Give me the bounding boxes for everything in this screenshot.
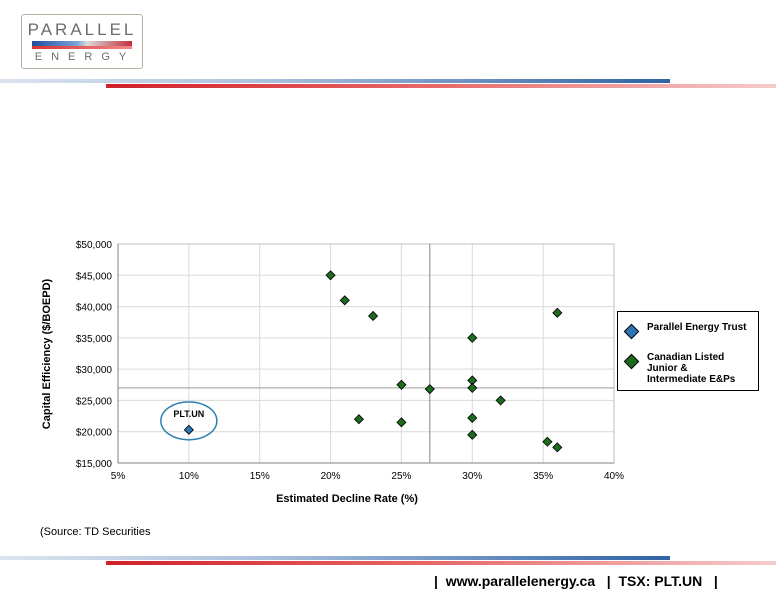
- x-tick-label: 20%: [321, 471, 341, 482]
- point-peer: [552, 442, 563, 453]
- y-tick-label: $35,000: [76, 334, 113, 345]
- legend-item-plt: Parallel Energy Trust: [623, 322, 747, 340]
- footer-bar: | www.parallelenergy.ca | TSX: PLT.UN |: [434, 573, 718, 589]
- logo-wordmark-top: PARALLEL: [27, 20, 137, 39]
- chart-tick-labels: 5% 10% 15% 20% 25% 30% 35% 40% $15,000 $20,000 $25…: [76, 240, 624, 482]
- point-peer: [542, 436, 553, 447]
- y-tick-label: $30,000: [76, 365, 113, 376]
- annotation-label: PLT.UN: [173, 409, 204, 419]
- chart-legend: Parallel Energy Trust Canadian Listed Ju…: [617, 311, 759, 391]
- header-band-blue: [0, 79, 670, 83]
- point-peer: [424, 384, 435, 395]
- logo-wordmark-bottom: ENERGY: [34, 51, 136, 63]
- x-tick-label: 25%: [391, 471, 411, 482]
- x-tick-label: 5%: [111, 471, 126, 482]
- point-peer: [495, 395, 506, 406]
- footer-band-red: [106, 561, 776, 565]
- point-peer: [368, 310, 379, 322]
- x-axis-label: Estimated Decline Rate (%): [276, 493, 418, 505]
- point-plt: [183, 424, 194, 435]
- callout-ellipse: [160, 401, 218, 441]
- parallel-energy-logo: PARALLEL ENERGY: [21, 14, 143, 69]
- source-note: (Source: TD Securities: [40, 526, 151, 538]
- point-peer: [552, 307, 563, 318]
- point-peer: [467, 332, 478, 343]
- legend-label-peers: Canadian Listed Junior & Intermediate E&…: [647, 352, 736, 385]
- point-peer: [339, 295, 350, 306]
- chart-axes: [117, 243, 615, 464]
- legend-label-plt: Parallel Energy Trust: [647, 322, 747, 333]
- x-tick-label: 15%: [250, 471, 270, 482]
- header-band-red: [106, 84, 776, 88]
- point-peer: [467, 382, 478, 393]
- y-tick-label: $50,000: [76, 240, 113, 251]
- chart-reference-lines: [118, 244, 614, 463]
- legend-marker-plt: [623, 323, 640, 340]
- x-tick-label: 35%: [533, 471, 553, 482]
- x-tick-label: 10%: [179, 471, 199, 482]
- footer-band-blue: [0, 556, 670, 560]
- point-peer: [325, 270, 336, 281]
- point-peer: [396, 417, 407, 428]
- logo-stripe: [32, 41, 132, 46]
- ticker-symbol: TSX: PLT.UN: [618, 573, 703, 589]
- point-peer: [467, 412, 478, 424]
- y-tick-label: $25,000: [76, 396, 113, 407]
- website-link[interactable]: www.parallelenergy.ca: [445, 573, 596, 589]
- y-tick-label: $20,000: [76, 428, 113, 439]
- point-peer: [396, 379, 407, 390]
- x-tick-label: 40%: [604, 471, 624, 482]
- legend-marker-peers: [623, 353, 640, 370]
- y-tick-label: $45,000: [76, 271, 113, 282]
- point-peer: [467, 429, 478, 440]
- chart-annotation: PLT.UN: [160, 401, 218, 441]
- chart-points: [183, 270, 563, 453]
- y-axis-label: Capital Efficiency ($/BOEPD): [41, 278, 53, 429]
- y-tick-label: $40,000: [76, 303, 113, 314]
- legend-item-peers: Canadian Listed Junior & Intermediate E&…: [623, 352, 747, 385]
- x-tick-label: 30%: [462, 471, 482, 482]
- logo-stripe-red: [32, 46, 132, 49]
- point-peer: [353, 414, 364, 425]
- y-tick-label: $15,000: [76, 459, 113, 470]
